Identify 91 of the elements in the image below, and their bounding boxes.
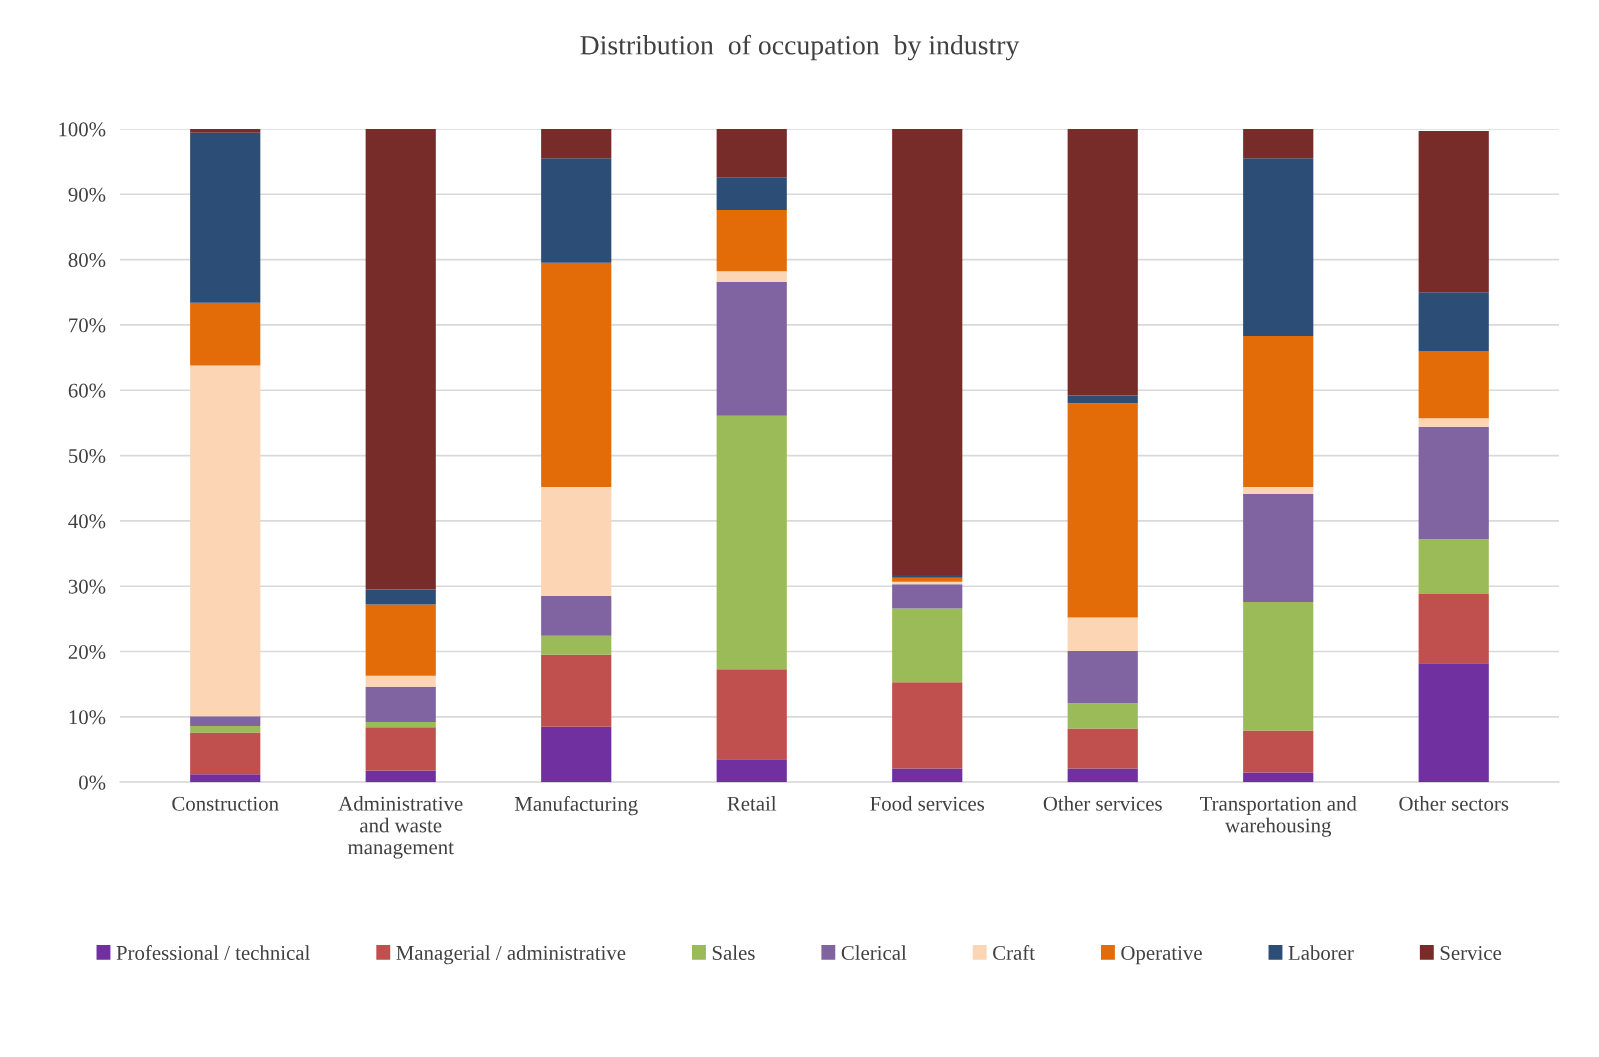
bar (716, 177, 787, 210)
bar (716, 271, 787, 282)
bar (541, 128, 612, 159)
bar (1418, 130, 1489, 293)
bar (190, 302, 261, 366)
bar (1067, 617, 1138, 651)
bar (892, 128, 963, 576)
bar (190, 132, 261, 303)
bar (1243, 730, 1314, 773)
bar (1067, 128, 1138, 396)
bar (892, 575, 963, 578)
bar (1067, 728, 1138, 769)
bar (541, 158, 612, 263)
bar (1243, 336, 1314, 487)
bar (190, 365, 261, 717)
legend-label: Operative (1121, 945, 1202, 965)
bar (1067, 650, 1138, 704)
bar (190, 726, 261, 733)
chart-title: Distribution of occupation by industry (580, 34, 1020, 61)
bar (716, 759, 787, 783)
y-tick-label: 0% (79, 775, 106, 790)
bar (892, 682, 963, 769)
legend-label: Managerial / administrative (396, 945, 626, 965)
bar (1418, 426, 1489, 540)
y-tick-label: 90% (68, 187, 106, 202)
y-tick-label: 70% (69, 318, 106, 333)
bar (716, 128, 787, 178)
y-tick-label: 40% (68, 514, 106, 529)
bar (541, 654, 612, 727)
legend-label: Professional / technical (116, 945, 310, 960)
bar (1418, 539, 1489, 595)
x-tick-label: Other sectors (1399, 796, 1509, 811)
bar (541, 726, 612, 783)
bar (892, 608, 963, 683)
x-tick-label: Food services (870, 796, 985, 811)
x-tick-label: Transportation and warehousing (1200, 796, 1357, 837)
legend-label: Service (1440, 945, 1502, 960)
bar (1067, 395, 1138, 404)
y-tick-label: 50% (69, 448, 106, 464)
y-tick-label: 30% (68, 579, 106, 594)
bar (716, 281, 787, 416)
x-tick-label: Other services (1043, 796, 1162, 811)
x-tick-label: Retail (727, 796, 777, 811)
legend-label: Clerical (841, 945, 907, 960)
bar (365, 727, 436, 771)
bar (1243, 128, 1314, 159)
bar (365, 770, 436, 783)
x-tick-label: Manufacturing (514, 796, 638, 816)
y-tick-label: 10% (69, 710, 106, 725)
y-tick-label: 20% (68, 644, 106, 660)
bar (1418, 351, 1489, 419)
bar (892, 768, 963, 783)
bar (541, 262, 612, 487)
bar (190, 774, 261, 783)
bar (365, 675, 436, 687)
y-tick-label: 100% (59, 122, 106, 137)
y-tick-label: 80% (68, 252, 106, 268)
bar (365, 722, 436, 728)
bar (365, 589, 436, 605)
bar (892, 577, 963, 582)
bar (1418, 663, 1489, 783)
bar (1243, 486, 1314, 495)
bar (716, 209, 787, 272)
bar (365, 128, 436, 590)
bar (1067, 703, 1138, 729)
legend-label: Sales (712, 945, 755, 960)
bar (541, 596, 612, 636)
bar (190, 128, 261, 133)
bar (716, 415, 787, 670)
bar (190, 732, 261, 775)
legend-label: Laborer (1288, 945, 1354, 960)
bar (716, 669, 787, 760)
bar (1243, 494, 1314, 602)
bar (541, 486, 612, 597)
bar (1418, 418, 1489, 427)
x-tick-label: Construction (172, 796, 279, 811)
bar (1067, 768, 1138, 783)
bar (190, 716, 261, 726)
bar (365, 686, 436, 723)
x-tick-label: Administrative and waste management (338, 796, 463, 859)
legend-label: Craft (993, 945, 1035, 960)
bar (892, 584, 963, 609)
bar (365, 604, 436, 676)
y-tick-label: 60% (68, 383, 106, 398)
bar (1418, 292, 1489, 352)
bar (1243, 772, 1314, 783)
bar (541, 635, 612, 655)
bar (1243, 158, 1314, 337)
bar (1418, 594, 1489, 664)
bar (1243, 601, 1314, 731)
bar (1067, 403, 1138, 618)
